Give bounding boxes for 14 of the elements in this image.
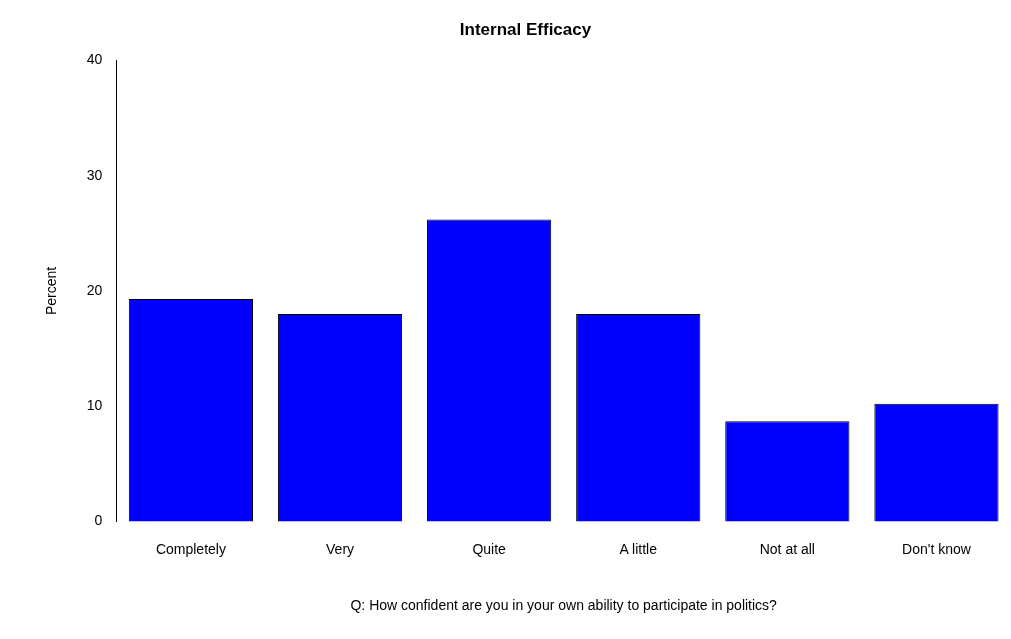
x-tick-label: A little	[619, 540, 658, 557]
y-tick-label: 0	[94, 512, 103, 529]
y-tick-label: 30	[86, 166, 103, 183]
x-axis-title: Q: How confident are you in your own ability to participate in politics?	[350, 597, 778, 614]
x-tick-label: Very	[326, 540, 355, 557]
x-tick-label: Not at all	[759, 540, 815, 557]
y-tick-label: 40	[86, 51, 103, 68]
y-tick-label: 20	[86, 281, 103, 298]
y-axis-title: Percent	[43, 266, 60, 316]
chart-title: Internal Efficacy	[459, 19, 592, 39]
x-tick-label: Don't know	[902, 540, 972, 557]
x-tick-label: Quite	[472, 540, 507, 557]
y-tick-label: 10	[86, 397, 103, 414]
x-tick-label: Completely	[155, 540, 226, 557]
